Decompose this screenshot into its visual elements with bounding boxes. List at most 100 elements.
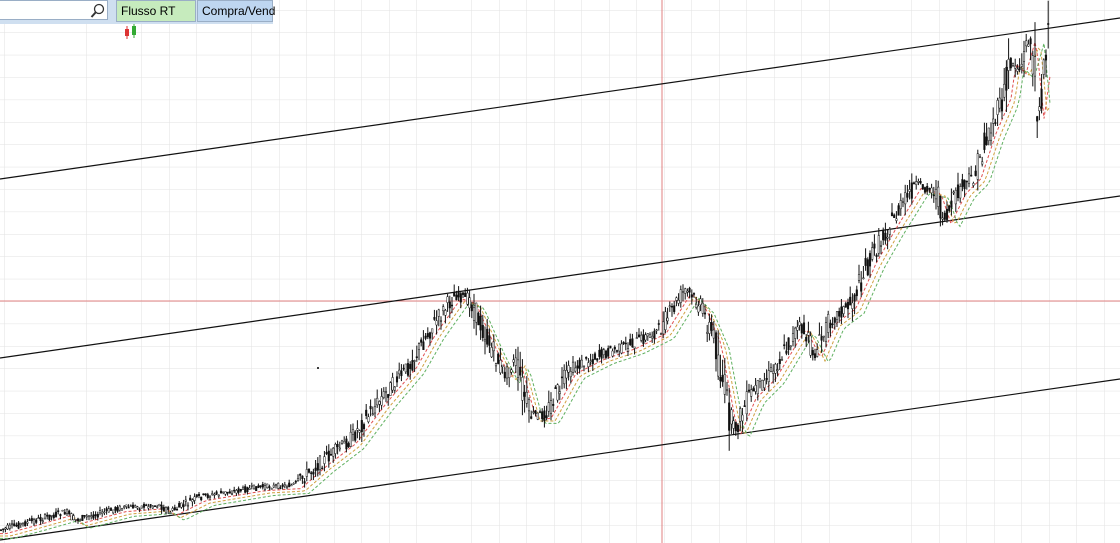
search-box[interactable]	[0, 0, 108, 20]
candle-body	[8, 524, 11, 529]
moving-average	[0, 41, 1051, 535]
candle-body	[17, 522, 20, 529]
candle-body	[235, 490, 238, 494]
candle-body	[1000, 99, 1004, 112]
candle-body	[1005, 66, 1008, 91]
candle-body	[879, 245, 883, 247]
candle-body	[382, 391, 385, 398]
candle-body	[708, 321, 711, 334]
candle-body	[943, 212, 946, 220]
candle-body	[39, 517, 42, 522]
candle-body	[294, 481, 297, 483]
candle-body	[222, 491, 225, 494]
candle-body	[532, 411, 535, 413]
candle-body	[842, 306, 845, 314]
candle-body	[523, 391, 526, 397]
candle-body	[1009, 57, 1012, 69]
candle-body	[844, 303, 847, 308]
candle-body	[906, 193, 909, 198]
candle-body	[76, 518, 80, 521]
candle-body	[499, 359, 502, 374]
candle-body	[252, 484, 256, 490]
candle-body	[1029, 38, 1032, 45]
candle-body	[805, 337, 808, 342]
candle-body	[983, 132, 986, 150]
candle-body	[153, 505, 157, 507]
candle-body	[169, 512, 172, 514]
candle-body	[312, 471, 315, 475]
candle-body	[692, 293, 696, 295]
candle-body	[525, 391, 528, 404]
candle-body	[138, 508, 141, 510]
candle-body	[327, 450, 330, 462]
candle-body	[688, 287, 691, 293]
candle-body	[574, 367, 577, 372]
candle-body	[664, 311, 667, 330]
candle-body	[422, 341, 425, 350]
candle-body	[266, 483, 269, 488]
candle-body	[149, 504, 152, 507]
candle-body	[620, 343, 623, 354]
candle-body	[554, 387, 557, 389]
candle-body	[195, 494, 198, 497]
candle-body	[1044, 54, 1048, 61]
candle-body	[624, 342, 627, 345]
candle-body	[365, 409, 368, 416]
candle-body	[552, 404, 555, 406]
candle-body	[303, 481, 306, 484]
button[interactable]: Compra/Vend	[197, 0, 275, 22]
candle-body	[657, 323, 660, 325]
candle-body	[996, 100, 999, 115]
candle-body	[241, 487, 245, 490]
candle-body	[37, 517, 40, 520]
candle-body	[717, 354, 720, 377]
candle-body	[57, 510, 60, 512]
candle-body	[340, 440, 344, 444]
candle-body	[690, 294, 693, 298]
candle-body	[116, 507, 119, 512]
candle-body	[466, 292, 469, 305]
candle-body	[653, 330, 656, 339]
candle-body	[74, 519, 77, 521]
candle-body	[105, 508, 108, 511]
candle-body	[637, 334, 641, 338]
candle-body	[952, 191, 955, 194]
candle-body	[426, 333, 429, 338]
candle-body	[226, 491, 229, 494]
candle-body	[778, 359, 781, 364]
candle-body	[90, 515, 93, 518]
candle-body	[893, 214, 896, 218]
candle-body	[651, 335, 654, 339]
candle-body	[268, 486, 271, 489]
button[interactable]: Flusso RT	[116, 0, 196, 39]
candle-body	[175, 508, 179, 511]
candle-body	[888, 229, 891, 235]
candle-body	[607, 348, 610, 357]
candle-body	[593, 353, 597, 360]
candle-body	[369, 405, 372, 410]
candle-body	[809, 335, 812, 356]
candle-body	[811, 350, 814, 356]
candle-body	[274, 484, 278, 486]
candle-body	[673, 305, 676, 312]
candle-body	[862, 277, 865, 280]
candle-body	[972, 183, 975, 186]
candle-body	[642, 334, 645, 344]
candle-body	[83, 515, 86, 517]
candle-body	[884, 232, 887, 241]
candle-body	[21, 522, 25, 525]
candle-body	[987, 127, 990, 141]
candle-body	[923, 187, 927, 193]
candle-body	[332, 447, 335, 457]
candle-body	[992, 118, 995, 124]
candle-body	[85, 515, 88, 518]
candle-body	[1007, 59, 1010, 71]
candle-body	[604, 350, 608, 358]
candle-body	[904, 192, 907, 205]
candle-body	[741, 414, 744, 422]
candle-body	[820, 336, 823, 341]
candle-body	[301, 475, 304, 479]
candle-body	[598, 349, 601, 357]
candle-body	[26, 521, 29, 524]
